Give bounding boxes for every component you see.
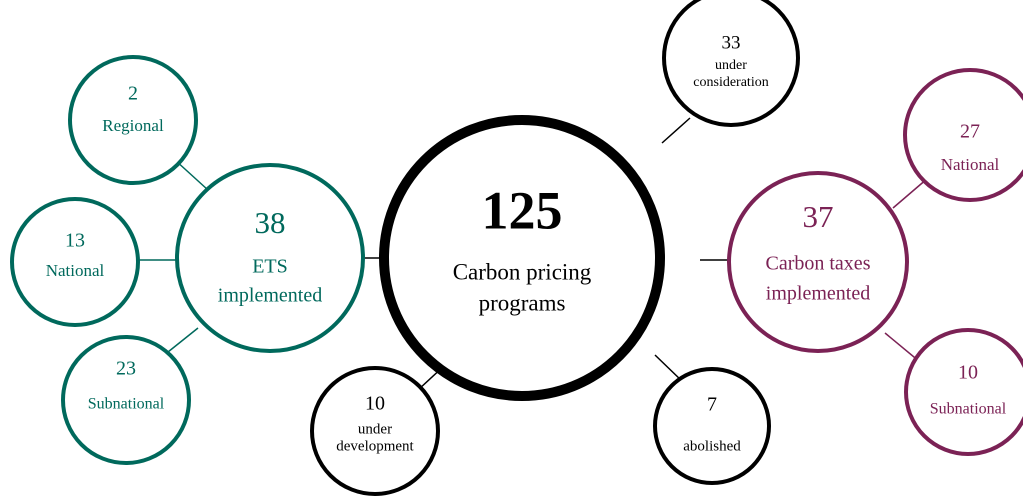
node-circle [310,366,440,496]
connector [892,177,929,209]
node-label: Subnational [88,396,165,413]
node-number: 33 [722,32,741,53]
node-label: Regional [102,116,164,135]
node-number: 125 [482,180,563,240]
node-label: Carbon taxes [766,253,871,275]
connector [884,332,921,363]
connector [661,117,691,144]
node-label: ETS [252,256,288,278]
node: 37 Carbon taxes implemented [727,171,909,353]
node: 125 Carbon pricing programs [379,115,665,401]
connector [167,327,199,353]
node-label: development [336,438,414,454]
node-number: 23 [116,358,136,380]
node-circle [61,335,191,465]
node-label: under [358,421,392,437]
connector [174,159,209,191]
node-number: 37 [803,199,834,234]
node-number: 2 [128,83,138,105]
node-circle [727,171,909,353]
node-circle [10,197,140,327]
node: 10 Subnational [904,328,1023,456]
node-circle [903,68,1023,202]
node-number: 10 [958,362,978,384]
node-number: 13 [65,230,85,252]
node-circle [653,367,771,485]
node-circle [662,0,800,127]
node-number: 10 [365,393,385,415]
node: 23 Subnational [61,335,191,465]
node-label: Carbon pricing [453,259,592,284]
node-label: implemented [218,285,322,307]
node-label: implemented [766,283,870,305]
node: 27 National [903,68,1023,202]
node-number: 27 [960,121,980,143]
node: 38 ETS implemented [175,163,365,353]
node-label: consideration [693,75,768,90]
node-label: Subnational [930,401,1007,418]
node: 2 Regional [68,55,198,185]
node-circle [379,115,665,401]
node-circle [68,55,198,185]
node-circle [175,163,365,353]
node-label: under [715,58,747,73]
node-label: National [46,261,105,280]
node: 33 under consideration [662,0,800,127]
node-number: 7 [707,394,717,416]
node: 13 National [10,197,140,327]
node-label: National [941,155,1000,174]
connector [654,354,684,383]
node-label: programs [479,290,566,315]
node: 7 abolished [653,367,771,485]
node-circle [904,328,1023,456]
node-label: abolished [683,438,741,454]
node-number: 38 [255,205,286,240]
